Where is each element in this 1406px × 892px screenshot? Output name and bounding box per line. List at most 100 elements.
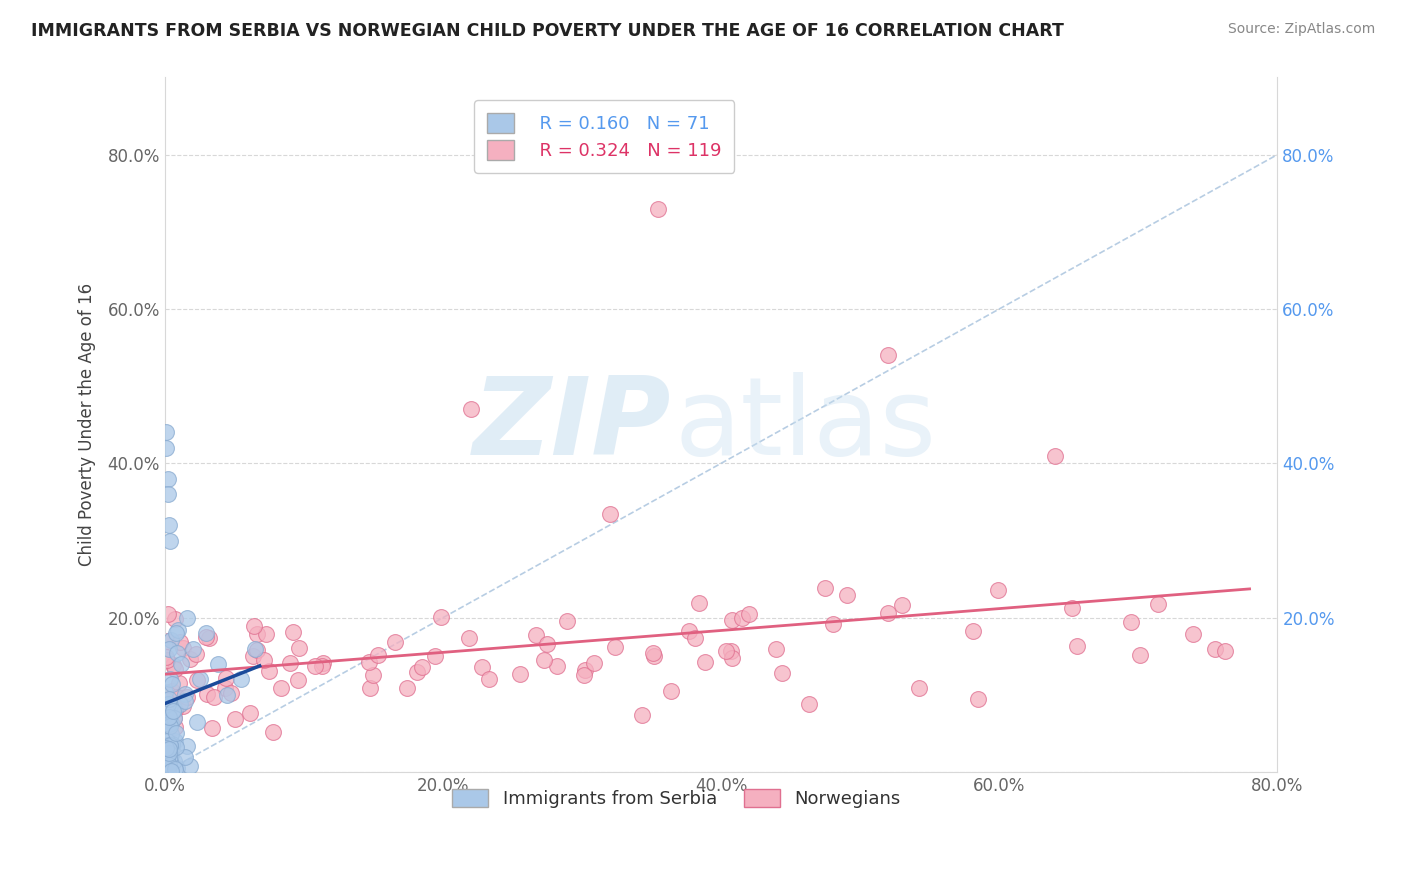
- Point: [536, 637, 558, 651]
- Point: [231, 673, 253, 687]
- Point: [159, 749, 181, 764]
- Point: [357, 655, 380, 669]
- Point: [195, 687, 218, 701]
- Point: [181, 641, 204, 656]
- Point: [172, 699, 194, 714]
- Point: [170, 657, 193, 671]
- Point: [1182, 626, 1205, 640]
- Point: [179, 652, 201, 666]
- Text: ZIP: ZIP: [472, 372, 671, 478]
- Point: [156, 764, 179, 778]
- Point: [1147, 597, 1170, 611]
- Point: [155, 685, 177, 699]
- Point: [647, 202, 669, 216]
- Point: [659, 684, 682, 698]
- Point: [278, 656, 301, 670]
- Point: [153, 707, 176, 722]
- Point: [163, 612, 186, 626]
- Point: [165, 726, 187, 740]
- Point: [243, 619, 266, 633]
- Point: [162, 705, 184, 719]
- Point: [877, 607, 900, 621]
- Point: [162, 683, 184, 698]
- Point: [157, 607, 180, 622]
- Point: [155, 441, 177, 455]
- Point: [219, 686, 242, 700]
- Point: [165, 762, 187, 776]
- Point: [262, 725, 284, 739]
- Point: [162, 737, 184, 751]
- Point: [605, 640, 627, 654]
- Point: [157, 747, 180, 761]
- Point: [683, 631, 706, 645]
- Point: [184, 647, 207, 661]
- Point: [1119, 615, 1142, 629]
- Point: [823, 616, 845, 631]
- Point: [201, 721, 224, 735]
- Point: [695, 656, 717, 670]
- Point: [797, 698, 820, 712]
- Point: [179, 759, 201, 773]
- Point: [720, 644, 742, 658]
- Point: [156, 751, 179, 765]
- Point: [721, 650, 744, 665]
- Point: [1213, 644, 1236, 658]
- Point: [242, 649, 264, 664]
- Point: [172, 641, 194, 656]
- Point: [167, 698, 190, 712]
- Point: [156, 634, 179, 648]
- Point: [159, 716, 181, 731]
- Point: [186, 714, 208, 729]
- Legend: Immigrants from Serbia, Norwegians: Immigrants from Serbia, Norwegians: [444, 781, 908, 815]
- Point: [156, 713, 179, 727]
- Point: [359, 681, 381, 695]
- Point: [254, 627, 277, 641]
- Point: [429, 610, 451, 624]
- Point: [962, 624, 984, 639]
- Point: [243, 641, 266, 656]
- Point: [631, 708, 654, 723]
- Point: [156, 747, 179, 762]
- Point: [159, 533, 181, 548]
- Point: [159, 719, 181, 733]
- Point: [720, 613, 742, 627]
- Point: [471, 660, 494, 674]
- Point: [207, 657, 229, 671]
- Point: [509, 667, 531, 681]
- Point: [155, 763, 177, 777]
- Point: [165, 662, 187, 676]
- Point: [155, 757, 177, 772]
- Point: [1043, 449, 1066, 463]
- Point: [173, 694, 195, 708]
- Point: [252, 653, 274, 667]
- Point: [165, 733, 187, 747]
- Point: [238, 706, 260, 720]
- Point: [160, 764, 183, 779]
- Point: [270, 681, 292, 695]
- Text: Source: ZipAtlas.com: Source: ZipAtlas.com: [1227, 22, 1375, 37]
- Point: [163, 720, 186, 734]
- Point: [163, 754, 186, 768]
- Point: [214, 681, 236, 695]
- Point: [155, 425, 177, 440]
- Point: [157, 701, 180, 715]
- Point: [163, 711, 186, 725]
- Point: [731, 611, 754, 625]
- Point: [533, 653, 555, 667]
- Point: [160, 742, 183, 756]
- Point: [460, 402, 482, 417]
- Point: [987, 583, 1010, 598]
- Point: [245, 643, 267, 657]
- Point: [877, 348, 900, 362]
- Point: [156, 472, 179, 486]
- Point: [395, 681, 418, 696]
- Point: [572, 667, 595, 681]
- Point: [195, 631, 218, 645]
- Point: [188, 673, 211, 687]
- Point: [245, 627, 267, 641]
- Point: [1204, 641, 1226, 656]
- Point: [169, 676, 191, 690]
- Point: [813, 581, 835, 595]
- Point: [173, 687, 195, 701]
- Point: [891, 599, 914, 613]
